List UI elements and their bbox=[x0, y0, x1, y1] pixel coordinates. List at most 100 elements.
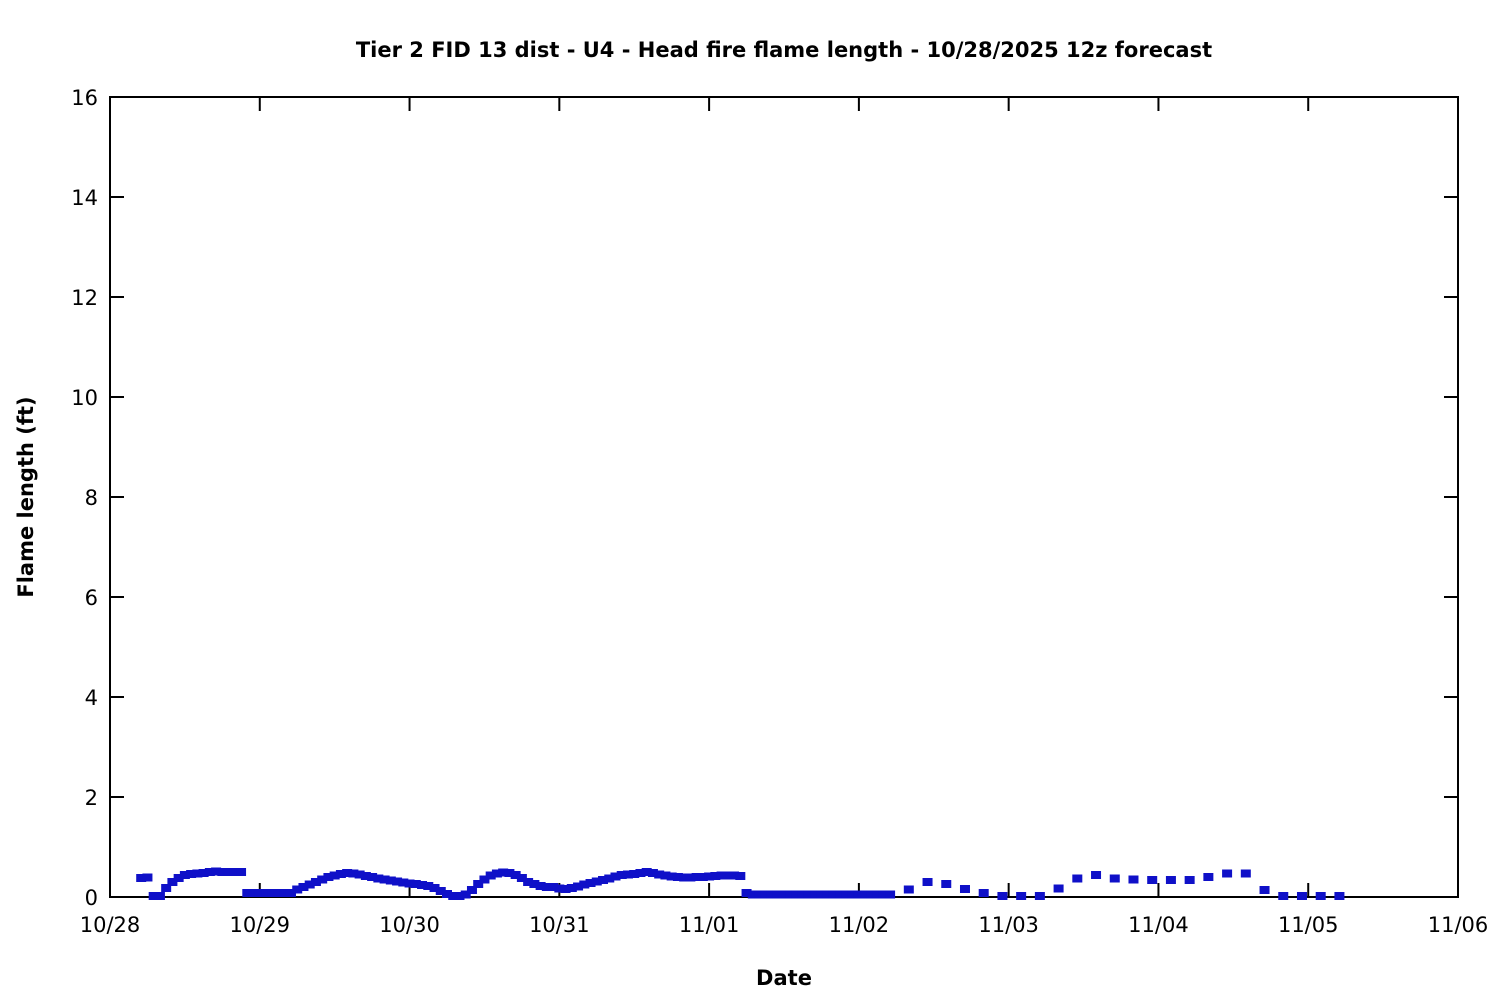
data-point bbox=[373, 874, 384, 883]
data-point bbox=[223, 868, 234, 876]
data-point bbox=[417, 881, 428, 889]
x-tick-label: 10/30 bbox=[379, 913, 440, 937]
data-point bbox=[872, 890, 883, 899]
data-point bbox=[367, 873, 378, 881]
data-point bbox=[579, 880, 590, 889]
data-point bbox=[254, 889, 265, 897]
data-point bbox=[292, 885, 303, 894]
data-point bbox=[211, 867, 222, 876]
data-point bbox=[279, 889, 290, 897]
data-point bbox=[666, 872, 677, 881]
data-point bbox=[841, 890, 852, 899]
x-tick-label: 10/29 bbox=[230, 913, 291, 937]
data-point bbox=[523, 878, 534, 886]
x-tick-label: 11/05 bbox=[1278, 913, 1339, 937]
data-point bbox=[1053, 884, 1064, 893]
data-point bbox=[566, 884, 577, 892]
data-point bbox=[797, 890, 808, 899]
plot-area: 10/28 10/29 10/30 10/31 11/01 11/02 11/03 11/04… bbox=[71, 86, 1488, 937]
data-point bbox=[535, 882, 546, 890]
y-tick-label: 4 bbox=[85, 686, 98, 710]
data-point bbox=[622, 870, 633, 879]
x-tick-label: 11/02 bbox=[829, 913, 890, 937]
data-point bbox=[148, 892, 159, 900]
data-point bbox=[154, 892, 165, 900]
data-point bbox=[1147, 876, 1158, 884]
data-point bbox=[816, 890, 827, 899]
data-point bbox=[335, 870, 346, 878]
data-point bbox=[435, 887, 446, 895]
data-point bbox=[398, 878, 409, 887]
data-point bbox=[672, 873, 683, 881]
data-point bbox=[186, 870, 197, 878]
data-point bbox=[1240, 869, 1251, 878]
data-point bbox=[379, 875, 390, 884]
data-point bbox=[217, 868, 228, 876]
data-point bbox=[385, 876, 396, 885]
data-point bbox=[529, 880, 540, 888]
data-point bbox=[167, 878, 178, 886]
data-point bbox=[192, 869, 203, 878]
data-point bbox=[685, 873, 696, 882]
x-tick-label: 11/06 bbox=[1428, 913, 1489, 937]
data-point bbox=[591, 877, 602, 886]
y-tick-label: 14 bbox=[71, 186, 98, 210]
data-point bbox=[448, 892, 459, 900]
data-point bbox=[1296, 892, 1307, 900]
data-point bbox=[754, 890, 765, 899]
data-point bbox=[198, 869, 209, 877]
data-point bbox=[847, 890, 858, 899]
data-point bbox=[267, 889, 278, 897]
x-tick-label: 10/31 bbox=[529, 913, 590, 937]
data-point bbox=[560, 885, 571, 893]
data-point bbox=[828, 890, 839, 899]
data-point bbox=[454, 892, 465, 900]
data-point bbox=[554, 884, 565, 893]
data-point bbox=[573, 882, 584, 891]
data-point bbox=[304, 880, 315, 889]
data-point bbox=[766, 890, 777, 899]
data-point bbox=[835, 890, 846, 899]
data-point bbox=[772, 890, 783, 899]
data-point bbox=[822, 890, 833, 899]
data-point bbox=[479, 875, 490, 884]
data-point bbox=[473, 880, 484, 888]
data-point bbox=[1034, 892, 1045, 900]
data-point bbox=[1072, 874, 1083, 883]
data-point bbox=[760, 890, 771, 899]
data-point bbox=[1315, 892, 1326, 900]
data-point bbox=[1184, 876, 1195, 884]
data-point bbox=[392, 877, 403, 886]
data-point bbox=[323, 873, 334, 881]
data-point bbox=[342, 869, 353, 877]
data-point bbox=[604, 874, 615, 883]
data-point bbox=[1278, 892, 1289, 900]
data-point bbox=[310, 878, 321, 886]
y-tick-label: 16 bbox=[71, 86, 98, 110]
x-tick-label: 11/04 bbox=[1128, 913, 1189, 937]
data-point bbox=[729, 871, 740, 880]
data-point bbox=[1259, 886, 1270, 894]
data-point bbox=[404, 879, 415, 888]
data-point bbox=[161, 884, 172, 892]
data-point bbox=[285, 889, 296, 897]
data-point bbox=[1334, 892, 1345, 900]
data-point bbox=[354, 870, 365, 879]
data-point bbox=[598, 876, 609, 884]
data-point bbox=[317, 875, 328, 884]
data-point bbox=[510, 871, 521, 879]
data-point bbox=[491, 869, 502, 878]
data-point bbox=[635, 869, 646, 877]
data-point bbox=[360, 872, 371, 880]
data-point bbox=[803, 890, 814, 899]
data-point bbox=[460, 890, 471, 899]
y-tick-label: 0 bbox=[85, 886, 98, 910]
data-point bbox=[585, 879, 596, 887]
data-point bbox=[679, 873, 690, 882]
data-point bbox=[704, 872, 715, 881]
data-point bbox=[423, 882, 434, 890]
data-point bbox=[903, 885, 914, 894]
data-point bbox=[978, 889, 989, 897]
